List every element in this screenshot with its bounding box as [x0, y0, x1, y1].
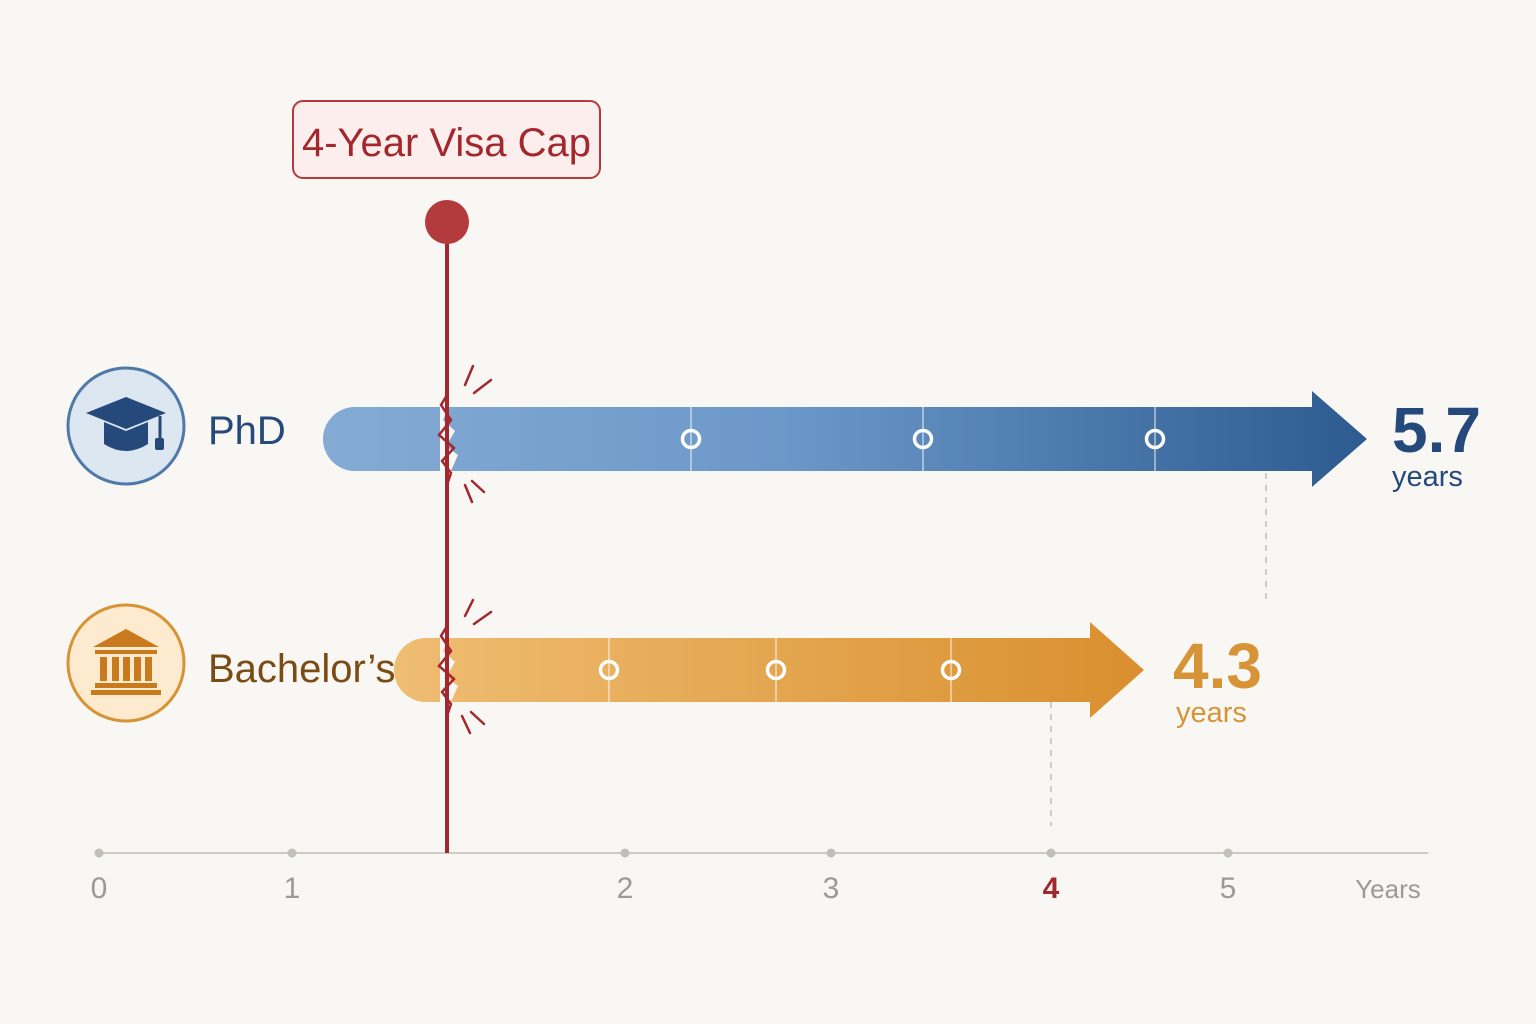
- x-tick-mark: [287, 848, 297, 858]
- x-tick-mark: [94, 848, 104, 858]
- phd-value-unit: years: [1392, 461, 1463, 493]
- x-tick-mark: [826, 848, 836, 858]
- x-tick-mark: [1223, 848, 1233, 858]
- visa-cap-break-jag: [437, 394, 456, 717]
- x-tick-label: 3: [823, 872, 840, 905]
- phd-row-label: PhD: [66, 366, 286, 486]
- bachelors-value-unit: years: [1176, 697, 1247, 729]
- break-spark-marks: [460, 364, 493, 735]
- bachelors-milestone-markers: [598, 659, 962, 681]
- visa-cap-label-box: [292, 100, 601, 179]
- x-axis-title: Years: [1355, 874, 1421, 904]
- x-tick-label: 5: [1220, 872, 1237, 905]
- bachelors-row-label: Bachelor’s: [66, 603, 396, 723]
- phd-milestone-markers: [680, 428, 1166, 450]
- bar-phd: [323, 391, 1367, 487]
- x-tick-label: 2: [617, 872, 634, 905]
- x-tick-label: 4: [1043, 872, 1060, 905]
- graduation-cap-icon: [86, 397, 166, 451]
- x-tick-mark: [1046, 848, 1056, 858]
- phd-value-number: 5.7: [1392, 394, 1481, 466]
- visa-cap-label: 4-Year Visa Cap: [302, 121, 591, 165]
- x-tick-label: 0: [91, 872, 108, 905]
- visa-cap-pin: [425, 200, 469, 244]
- bachelors-value-number: 4.3: [1173, 630, 1262, 702]
- x-tick-mark: [620, 848, 630, 858]
- phd-label: PhD: [208, 409, 286, 453]
- x-tick-label: 1: [284, 872, 301, 905]
- phd-value: 5.7 years: [1392, 394, 1481, 493]
- institution-building-icon: [91, 629, 161, 695]
- x-axis-ticks: 0 1 2 3 4 5: [91, 848, 1237, 905]
- bar-bachelors: [394, 622, 1144, 718]
- visa-cap-marker: 4-Year Visa Cap: [292, 100, 601, 853]
- bachelors-value: 4.3 years: [1173, 630, 1262, 729]
- bachelors-label: Bachelor’s: [208, 647, 396, 691]
